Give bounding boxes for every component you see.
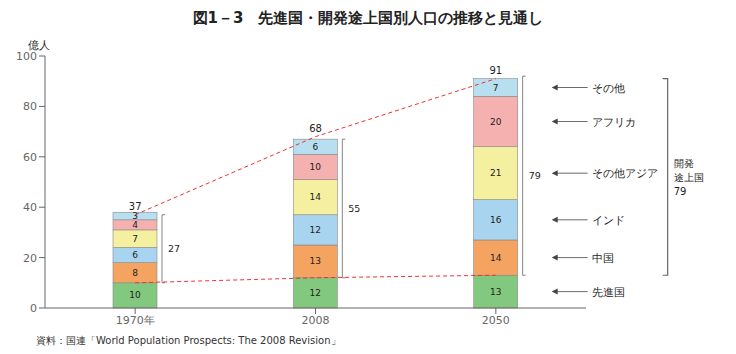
svg-text:3: 3 xyxy=(132,211,138,221)
svg-text:開発途上国79: 開発途上国79 xyxy=(674,157,704,196)
svg-text:12: 12 xyxy=(310,225,321,235)
svg-text:100: 100 xyxy=(16,50,37,63)
svg-text:その他: その他 xyxy=(592,82,625,94)
svg-text:27: 27 xyxy=(168,243,180,254)
svg-text:14: 14 xyxy=(490,253,502,263)
svg-text:68: 68 xyxy=(309,123,322,134)
svg-text:13: 13 xyxy=(310,256,321,266)
svg-text:20: 20 xyxy=(23,252,37,265)
svg-text:6: 6 xyxy=(132,250,138,260)
svg-text:91: 91 xyxy=(489,65,502,76)
svg-text:0: 0 xyxy=(30,302,37,315)
svg-text:40: 40 xyxy=(23,201,37,214)
svg-text:16: 16 xyxy=(490,215,502,225)
html-text:億人: 億人 xyxy=(28,39,50,52)
svg-text:7: 7 xyxy=(132,234,138,244)
svg-text:80: 80 xyxy=(23,100,37,113)
svg-text:13: 13 xyxy=(490,287,501,297)
svg-text:55: 55 xyxy=(348,203,360,214)
svg-text:先進国: 先進国 xyxy=(592,286,625,298)
svg-text:21: 21 xyxy=(490,168,501,178)
svg-text:60: 60 xyxy=(23,151,37,164)
svg-text:その他アジア: その他アジア xyxy=(592,167,658,179)
svg-text:79: 79 xyxy=(529,170,541,181)
svg-text:6: 6 xyxy=(312,142,318,152)
svg-text:14: 14 xyxy=(310,192,322,202)
svg-text:20: 20 xyxy=(490,117,502,127)
svg-text:10: 10 xyxy=(129,290,141,300)
svg-text:12: 12 xyxy=(310,288,321,298)
html-text:図1－3 先進国・開発途上国別人口の推移と見通し: 図1－3 先進国・開発途上国別人口の推移と見通し xyxy=(192,9,544,27)
svg-text:アフリカ: アフリカ xyxy=(592,116,636,128)
svg-text:2008: 2008 xyxy=(302,314,330,327)
svg-text:インド: インド xyxy=(592,214,625,226)
svg-text:8: 8 xyxy=(132,268,138,278)
svg-text:1970年: 1970年 xyxy=(116,314,155,327)
svg-text:中国: 中国 xyxy=(592,252,614,264)
svg-text:7: 7 xyxy=(493,83,499,93)
svg-text:37: 37 xyxy=(129,201,142,212)
svg-text:2050: 2050 xyxy=(482,314,510,327)
svg-text:4: 4 xyxy=(132,220,138,230)
html-text:資料：国連「World Population Prospec: 資料：国連「World Population Prospects: The 20… xyxy=(36,335,341,346)
svg-text:10: 10 xyxy=(310,162,322,172)
